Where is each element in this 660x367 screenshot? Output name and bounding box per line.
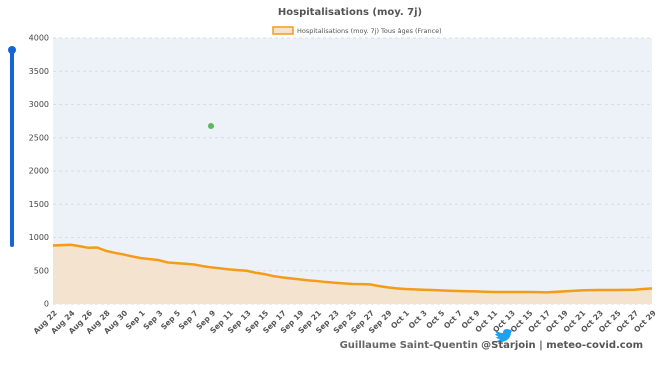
y-tick-label: 1000 bbox=[29, 233, 49, 242]
twitter-icon bbox=[490, 329, 513, 343]
y-tick-label: 2000 bbox=[29, 167, 49, 176]
range-slider[interactable] bbox=[10, 50, 14, 247]
author: Guillaume Saint-Quentin bbox=[340, 340, 478, 351]
x-tick-label: Oct 5 bbox=[424, 308, 446, 330]
chart-title: Hospitalisations (moy. 7j) bbox=[278, 7, 422, 18]
slider-handle[interactable] bbox=[8, 46, 16, 54]
area bbox=[53, 244, 652, 304]
source: @Starjoin | meteo-covid.com bbox=[481, 340, 643, 351]
y-tick-label: 2500 bbox=[29, 133, 49, 142]
x-tick-label: Oct 7 bbox=[442, 308, 464, 330]
line bbox=[52, 243, 653, 294]
y-tick-label: 3500 bbox=[29, 67, 49, 76]
y-tick-label: 0 bbox=[44, 300, 49, 309]
legend-swatch bbox=[272, 26, 294, 35]
icon bbox=[208, 123, 214, 129]
y-tick-label: 4000 bbox=[29, 34, 49, 43]
x-tick-label: Oct 1 bbox=[389, 308, 411, 330]
y-tick-label: 1500 bbox=[29, 200, 49, 209]
x-tick-label: Oct 3 bbox=[407, 308, 429, 330]
legend-label: Hospitalisations (moy. 7j) Tous âges (Fr… bbox=[297, 27, 442, 35]
y-tick-label: 500 bbox=[34, 266, 49, 275]
y-tick-label: 3000 bbox=[29, 100, 49, 109]
